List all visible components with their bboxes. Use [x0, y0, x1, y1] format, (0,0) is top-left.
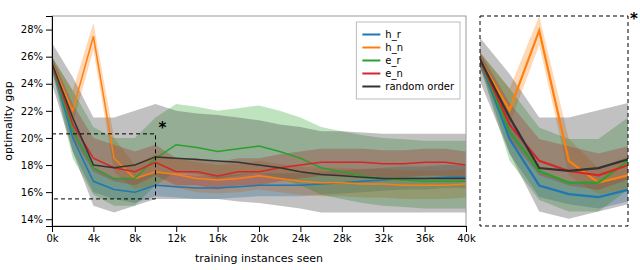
- tick-label: 20%: [21, 133, 43, 144]
- annotation: *: [159, 119, 167, 137]
- tick: 14%: [21, 214, 52, 225]
- legend-swatch: [362, 73, 380, 75]
- tick-label: 24k: [292, 233, 311, 244]
- tick: 22%: [21, 106, 52, 117]
- legend-label: h_r: [385, 29, 401, 41]
- line: [480, 59, 628, 171]
- tick-mark: [46, 111, 52, 112]
- line: [52, 63, 466, 178]
- tick-mark: [46, 84, 52, 85]
- panel: *: [480, 10, 638, 226]
- axis-line: [46, 17, 53, 227]
- y-axis: 14% 16% 18% 20% 22% 24% 26% 28%: [21, 17, 53, 227]
- legend-swatch: [362, 86, 380, 88]
- line: [480, 30, 628, 182]
- tick-mark: [425, 226, 426, 232]
- tick: 40k: [457, 226, 476, 244]
- tick: 24%: [21, 78, 52, 89]
- plot-area: [480, 16, 628, 219]
- tick-label: 28k: [333, 233, 352, 244]
- legend-label: random order: [385, 81, 455, 92]
- tick: 28k: [333, 226, 352, 244]
- tick-label: 14%: [21, 214, 43, 225]
- legend-swatch: [362, 34, 380, 36]
- tick-label: 32k: [374, 233, 393, 244]
- tick: 36k: [416, 226, 435, 244]
- tick-mark: [135, 226, 136, 232]
- legend-label: e_r: [385, 55, 401, 67]
- line: [480, 59, 628, 175]
- tick-label: 18%: [21, 160, 43, 171]
- legend-label: e_n: [385, 68, 403, 80]
- tick-mark: [218, 226, 219, 232]
- line: [52, 63, 466, 192]
- x-axis-title: training instances seen: [195, 252, 323, 265]
- panel: 0k 4k 8k 12k 16k 20k 24k 28k 32k 36k 40k 14% 16% 18% 2…: [2, 16, 476, 265]
- axis-line: [53, 227, 467, 233]
- tick-mark: [259, 226, 260, 232]
- band: [480, 38, 628, 219]
- tick-mark: [466, 226, 467, 232]
- tick-label: 22%: [21, 106, 43, 117]
- tick-mark: [46, 219, 52, 220]
- tick-label: 40k: [457, 233, 476, 244]
- line: [480, 59, 628, 197]
- tick-label: 12k: [167, 233, 186, 244]
- tick: 4k: [88, 226, 100, 244]
- legend-swatch: [362, 60, 380, 62]
- tick: 24k: [292, 226, 311, 244]
- legend-label: h_n: [385, 42, 403, 54]
- legend-item: e_r: [362, 55, 401, 67]
- tick: 0k: [46, 226, 58, 244]
- legend: h_rh_ne_re_nrandom order: [356, 22, 460, 99]
- tick-mark: [46, 165, 52, 166]
- tick-mark: [176, 226, 177, 232]
- zoom-box: [52, 134, 156, 199]
- tick: 20k: [250, 226, 269, 244]
- line: [52, 63, 466, 181]
- tick-label: 4k: [88, 233, 100, 244]
- plot-frame: [52, 16, 466, 226]
- legend-swatch: [362, 47, 380, 49]
- tick-mark: [46, 30, 52, 31]
- tick-mark: [342, 226, 343, 232]
- tick-label: 24%: [21, 78, 43, 89]
- tick: 20%: [21, 133, 52, 144]
- tick: 28%: [21, 24, 52, 35]
- chart-root: 0k 4k 8k 12k 16k 20k 24k 28k 32k 36k 40k 14% 16% 18% 2…: [0, 0, 640, 270]
- tick: 12k: [167, 226, 186, 244]
- tick-label: 28%: [21, 24, 43, 35]
- legend-item: random order: [362, 81, 455, 92]
- tick: 26%: [21, 51, 52, 62]
- y-axis-title: optimality gap: [2, 81, 15, 161]
- tick-mark: [383, 226, 384, 232]
- legend-item: e_n: [362, 68, 403, 80]
- tick-label: 36k: [416, 233, 435, 244]
- tick: 16k: [209, 226, 228, 244]
- tick-label: 16k: [209, 233, 228, 244]
- tick-label: 20k: [250, 233, 269, 244]
- tick-label: 8k: [129, 233, 141, 244]
- legend-box: [356, 22, 460, 99]
- tick: 32k: [374, 226, 393, 244]
- tick-mark: [93, 226, 94, 232]
- tick: 16%: [21, 187, 52, 198]
- tick-mark: [46, 57, 52, 58]
- legend-item: h_r: [362, 29, 401, 41]
- line: [480, 59, 628, 182]
- annotation: *: [630, 10, 638, 28]
- plot-frame: [480, 16, 628, 226]
- tick-mark: [300, 226, 301, 232]
- tick-mark: [46, 138, 52, 139]
- legend-item: h_n: [362, 42, 403, 54]
- x-axis: 0k 4k 8k 12k 16k 20k 24k 28k 32k 36k 40k: [46, 226, 476, 244]
- tick-label: 16%: [21, 187, 43, 198]
- tick: 8k: [129, 226, 141, 244]
- tick-mark: [46, 192, 52, 193]
- tick: 18%: [21, 160, 52, 171]
- tick-label: 26%: [21, 51, 43, 62]
- plot-area: [52, 23, 466, 213]
- tick-label: 0k: [46, 233, 58, 244]
- line: [52, 63, 466, 175]
